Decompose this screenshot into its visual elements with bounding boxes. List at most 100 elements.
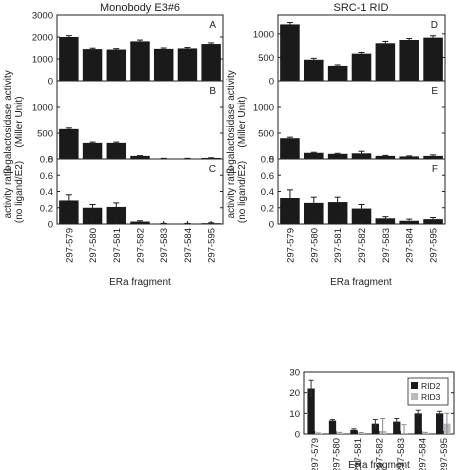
legend-swatch-rid3 xyxy=(411,393,418,400)
panel-b-bar xyxy=(130,155,150,159)
panel-e-bar xyxy=(327,153,348,159)
panel-b-bar xyxy=(201,157,221,159)
panel-d-bar xyxy=(280,24,300,81)
panel-e-bar xyxy=(304,152,324,159)
panel-b-frame xyxy=(56,80,224,160)
panel-g-ytick-label: 20 xyxy=(289,388,300,399)
panel-g-bar-rid2 xyxy=(328,420,337,434)
panel-g-xtick-label: 297-583 xyxy=(396,438,407,470)
panel-f-bar xyxy=(280,198,300,224)
panel-a-bar xyxy=(201,44,221,81)
panel-a-bar xyxy=(106,49,127,81)
panel-b-ytick-label: 0 xyxy=(48,155,53,166)
panel-e-bar xyxy=(423,155,443,159)
panel-a-bar xyxy=(130,41,150,81)
panel-f-xtick-label: 297-581 xyxy=(333,228,344,263)
panel-c-frame xyxy=(56,158,224,225)
panel-a-ytick-label: 0 xyxy=(48,77,53,88)
legend-label-rid2: RID2 xyxy=(421,381,441,391)
x-axis-label-g: ERa fragment xyxy=(348,460,410,470)
panel-g-bar-rid2 xyxy=(393,421,401,434)
panel-a-bar xyxy=(153,48,174,81)
panel-e-ytick-label: 0 xyxy=(269,155,274,166)
y-axis-label-ratio-left: activity ratio xyxy=(3,165,14,218)
panel-a-bar xyxy=(82,49,103,81)
panel-d-bar xyxy=(423,37,443,81)
y-axis-label-unit-left: (Miller Unit) xyxy=(14,96,25,147)
panel-b-bar xyxy=(106,142,127,159)
panel-e-letter: E xyxy=(431,86,438,97)
panel-g-xtick-label: 297-581 xyxy=(353,438,364,470)
panel-d-ytick-label: 0 xyxy=(269,77,274,88)
panel-f-ytick-label: 0.4 xyxy=(261,187,274,198)
panel-f-bar xyxy=(327,202,348,224)
legend-label-rid3: RID3 xyxy=(421,392,441,402)
panel-d-bar xyxy=(304,59,324,81)
panel-e-bar xyxy=(375,155,396,159)
panel-c-xtick-label: 297-582 xyxy=(136,228,147,263)
y-axis-label-activity-left: β-galactosidase activity xyxy=(3,70,14,174)
panel-f-ytick-label: 0 xyxy=(269,220,274,231)
panel-c-ytick-label: 0.8 xyxy=(40,155,53,166)
panel-d-bar xyxy=(327,65,348,81)
panel-f-ytick-label: 0.6 xyxy=(261,171,274,182)
panel-g-bar-rid2 xyxy=(371,423,379,434)
panel-f-bar xyxy=(304,202,324,224)
panel-c-letter: C xyxy=(209,164,216,175)
y-axis-label-unit-right: (Miller Unit) xyxy=(237,96,248,147)
panel-a-ytick-label: 3000 xyxy=(32,11,53,22)
panel-e-ytick-label: 500 xyxy=(258,129,274,140)
panel-c-ytick-label: 0.2 xyxy=(40,203,53,214)
panel-c-ytick-label: 0.6 xyxy=(40,171,53,182)
panel-g-xtick-label: 297-582 xyxy=(375,438,386,470)
panel-e-ytick-label: 1000 xyxy=(253,103,274,114)
panel-g-xtick-label: 297-580 xyxy=(332,438,343,470)
panel-c-xtick-label: 297-580 xyxy=(88,228,99,263)
y-axis-label-activity-right: β-galactosidase activity xyxy=(226,70,237,174)
panel-g-xtick-label: 297-595 xyxy=(439,438,450,470)
panel-c-xtick-label: 297-579 xyxy=(64,228,75,263)
panel-b-letter: B xyxy=(209,86,216,97)
panel-d-bar xyxy=(375,43,396,81)
panel-c-bar xyxy=(82,207,103,224)
panel-d-bar xyxy=(351,53,372,81)
panel-f-xtick-label: 297-580 xyxy=(309,228,320,263)
panel-c-xtick-label: 297-581 xyxy=(112,228,123,263)
panel-c-xtick-label: 297-584 xyxy=(183,228,194,263)
panel-f-bar xyxy=(351,208,372,224)
panel-g-ytick-label: 10 xyxy=(289,409,300,420)
panel-g-xtick-label: 297-579 xyxy=(310,438,321,470)
panel-g-ytick-label: 0 xyxy=(295,430,300,441)
panel-a-ytick-label: 1000 xyxy=(32,55,53,66)
panel-f-xtick-label: 297-579 xyxy=(285,228,296,263)
panel-c-ytick-label: 0.4 xyxy=(40,187,53,198)
panel-c-bar xyxy=(106,206,127,224)
panel-b-ytick-label: 1000 xyxy=(32,103,53,114)
panel-a-bar xyxy=(177,48,198,81)
panel-e-bar xyxy=(399,156,419,159)
panel-g-ytick-label: 30 xyxy=(289,368,300,379)
panel-f-xtick-label: 297-582 xyxy=(357,228,368,263)
panel-c-xtick-label: 297-595 xyxy=(207,228,218,263)
panel-g-bar-rid2 xyxy=(350,429,358,434)
x-axis-label-left: ERa fragment xyxy=(109,277,171,288)
panel-d-bar xyxy=(399,39,419,81)
y-axis-label-ratio-right: activity ratio xyxy=(226,165,237,218)
panel-a-bar xyxy=(59,37,79,81)
legend-swatch-rid2 xyxy=(411,382,418,389)
y-axis-label-ratio-sub-left: (no ligand/E2) xyxy=(14,161,25,223)
panel-g-bar-rid2 xyxy=(414,413,422,434)
y-axis-label-ratio-sub-right: (no ligand/E2) xyxy=(237,161,248,223)
panel-e-frame xyxy=(277,80,446,160)
column-title-left: Monobody E3#6 xyxy=(100,2,180,14)
panel-b-bar xyxy=(59,128,79,159)
column-title-right: SRC-1 RID xyxy=(333,2,388,14)
panel-c-xtick-label: 297-583 xyxy=(159,228,170,263)
panel-g-bar-rid3 xyxy=(357,432,365,434)
panel-e-bar xyxy=(351,153,372,159)
panel-c-bar xyxy=(59,200,79,224)
panel-f-xtick-label: 297-584 xyxy=(405,228,416,263)
panel-d-letter: D xyxy=(431,20,438,31)
panel-g-bar-rid2 xyxy=(436,413,444,434)
